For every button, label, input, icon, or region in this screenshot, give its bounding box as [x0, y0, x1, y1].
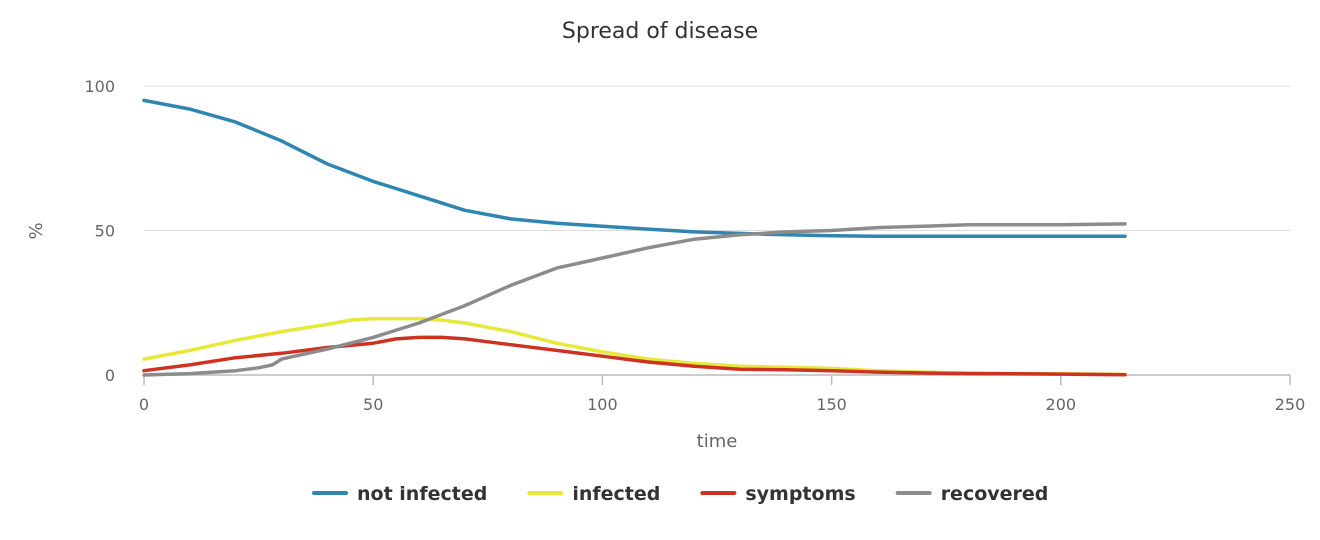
x-axis-label: time — [697, 431, 738, 452]
y-axis-ticks: 0 50 100 — [84, 77, 115, 385]
x-tick-label: 100 — [587, 395, 618, 414]
series-line-infected — [142, 316, 1127, 377]
series-line-not-infected — [142, 98, 1127, 239]
gridlines — [144, 85, 1290, 231]
series-line-recovered — [142, 222, 1127, 377]
x-tick-label: 50 — [363, 395, 383, 414]
legend-label: not infected — [357, 483, 487, 505]
legend-item[interactable]: not infected — [312, 483, 487, 505]
x-tick-label: 250 — [1275, 395, 1306, 414]
x-tick-label: 200 — [1046, 395, 1077, 414]
legend-label: infected — [572, 483, 660, 505]
x-axis: 0 50 100 150 200 250 — [139, 374, 1306, 414]
legend-item[interactable]: infected — [527, 483, 660, 505]
chart-title: Spread of disease — [562, 19, 758, 44]
legend-label: symptoms — [745, 483, 855, 505]
legend-item[interactable]: symptoms — [700, 483, 856, 505]
legend-item[interactable]: recovered — [895, 483, 1049, 505]
y-tick-label: 50 — [95, 222, 115, 241]
legend-label: recovered — [941, 483, 1049, 505]
x-tick-label: 0 — [139, 395, 149, 414]
legend: not infected infected symptoms recovered — [312, 483, 1049, 505]
x-tick-label: 150 — [816, 395, 847, 414]
y-tick-label: 100 — [84, 77, 115, 96]
series-lines — [142, 98, 1127, 377]
y-axis-label: % — [26, 222, 47, 239]
y-tick-label: 0 — [105, 366, 115, 385]
